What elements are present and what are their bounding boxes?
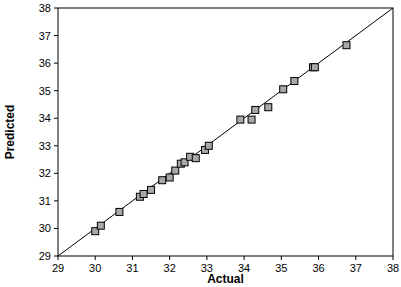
y-tick	[54, 228, 58, 229]
y-tick	[54, 145, 58, 146]
point	[148, 186, 155, 193]
point	[192, 155, 199, 162]
x-tick	[58, 256, 59, 260]
y-tick-label: 34	[39, 112, 51, 124]
y-tick	[54, 118, 58, 119]
y-tick	[54, 8, 58, 9]
y-tick-label: 30	[39, 222, 51, 234]
x-tick-label: 31	[126, 262, 138, 274]
x-tick-label: 37	[350, 262, 362, 274]
y-tick	[54, 200, 58, 201]
x-tick	[169, 256, 170, 260]
point	[140, 191, 147, 198]
y-tick-label: 33	[39, 140, 51, 152]
x-tick-label: 32	[164, 262, 176, 274]
point	[248, 116, 255, 123]
y-tick-label: 36	[39, 57, 51, 69]
y-tick-label: 38	[39, 2, 51, 14]
point	[205, 142, 212, 149]
x-tick	[318, 256, 319, 260]
y-tick-label: 37	[39, 30, 51, 42]
point	[280, 86, 287, 93]
reference-line	[58, 8, 393, 256]
y-tick-label: 32	[39, 167, 51, 179]
x-axis-title: Actual	[207, 272, 244, 286]
point	[265, 104, 272, 111]
x-tick-label: 35	[275, 262, 287, 274]
x-tick-label: 36	[312, 262, 324, 274]
point	[159, 177, 166, 184]
x-tick	[393, 256, 394, 260]
point	[166, 174, 173, 181]
plot-area	[58, 8, 393, 256]
y-tick-label: 29	[39, 250, 51, 262]
y-tick	[54, 90, 58, 91]
page: {"chart_data": {"type": "scatter", "x_la…	[0, 0, 401, 287]
point	[237, 116, 244, 123]
point	[116, 208, 123, 215]
plot-frame	[58, 8, 393, 256]
point	[311, 64, 318, 71]
y-tick	[54, 256, 58, 257]
point	[343, 42, 350, 49]
x-tick	[132, 256, 133, 260]
x-tick-label: 38	[387, 262, 399, 274]
y-tick-label: 35	[39, 85, 51, 97]
point	[172, 167, 179, 174]
point	[97, 222, 104, 229]
x-tick-label: 30	[89, 262, 101, 274]
y-axis-title: Predicted	[3, 105, 17, 160]
y-tick	[54, 35, 58, 36]
point	[252, 106, 259, 113]
chart: 2930313233343536373829303132333435363738…	[0, 0, 401, 287]
x-tick	[281, 256, 282, 260]
y-tick	[54, 63, 58, 64]
y-tick-label: 31	[39, 195, 51, 207]
x-tick	[95, 256, 96, 260]
x-tick	[206, 256, 207, 260]
x-tick	[355, 256, 356, 260]
x-tick-label: 29	[52, 262, 64, 274]
point	[291, 78, 298, 85]
y-tick	[54, 173, 58, 174]
x-tick	[244, 256, 245, 260]
